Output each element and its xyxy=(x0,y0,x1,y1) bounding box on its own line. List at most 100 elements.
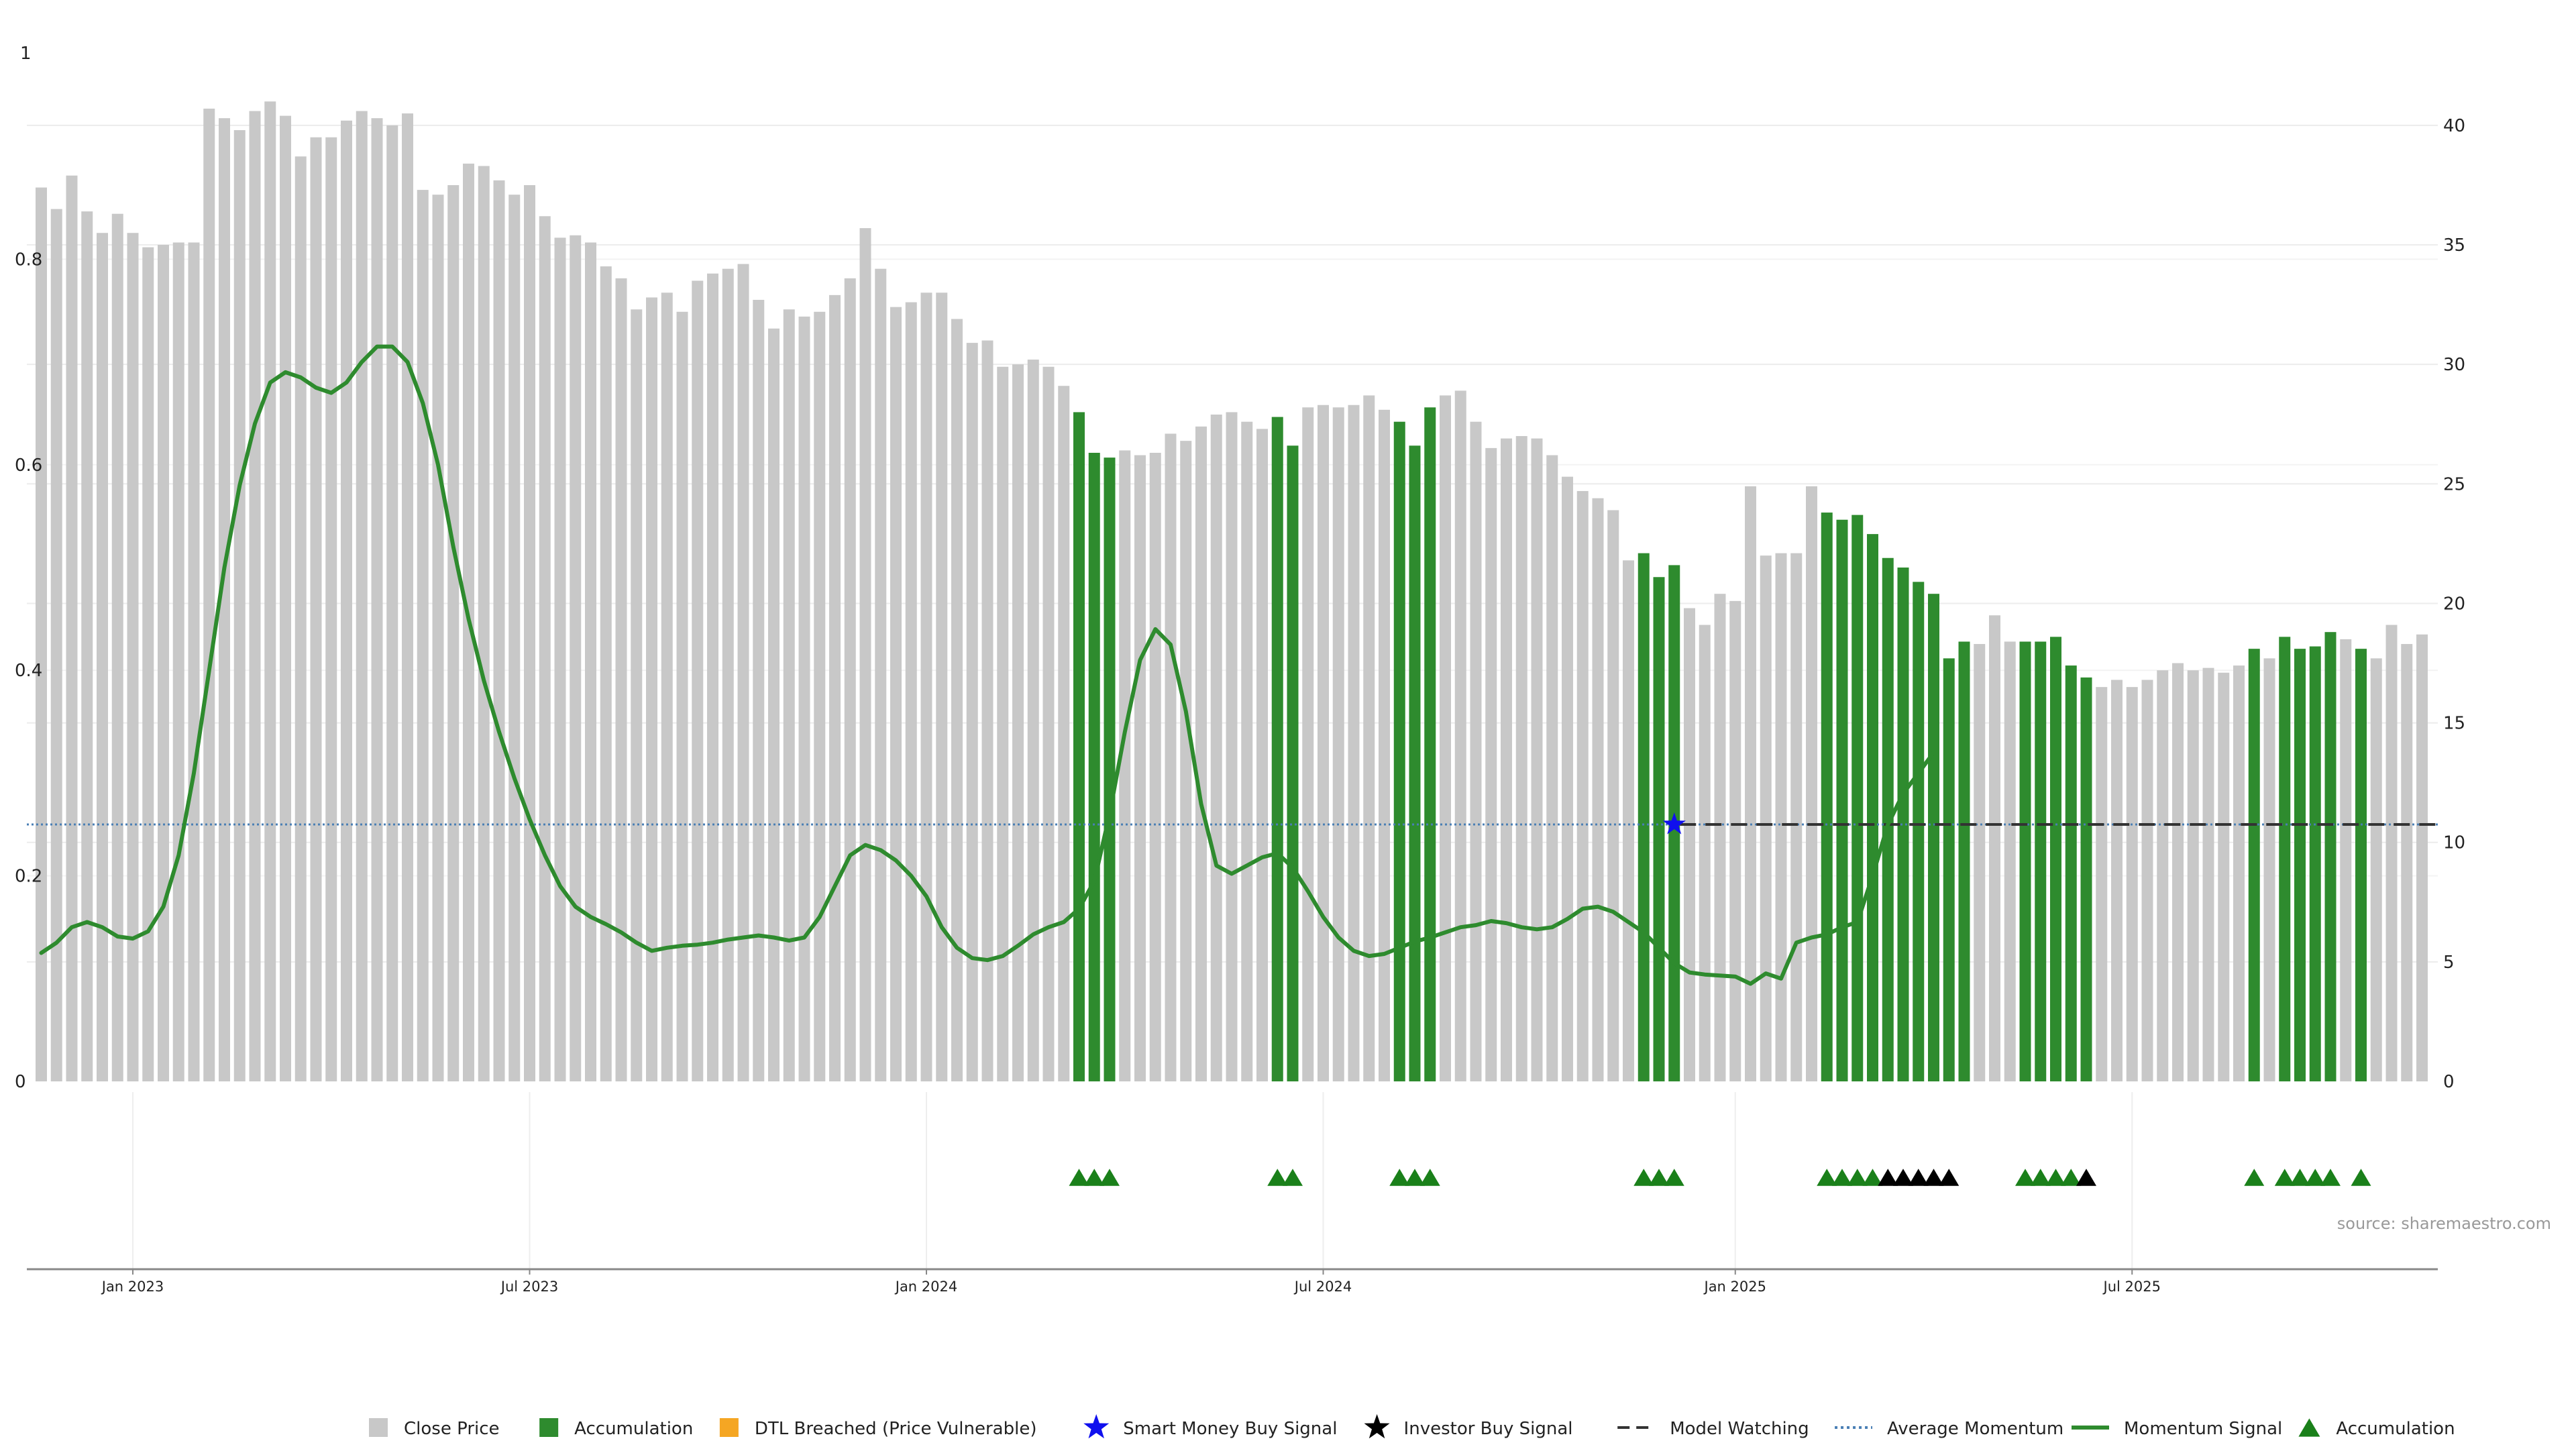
close-price-bar xyxy=(997,366,1009,1081)
accumulation-triangle xyxy=(1832,1169,1852,1186)
close-price-bar xyxy=(768,328,780,1081)
accumulation-triangle xyxy=(1405,1169,1425,1186)
close-price-bar xyxy=(188,242,200,1082)
accumulation-triangle xyxy=(1633,1169,1654,1186)
accumulation-bar xyxy=(2309,646,2321,1081)
y-left-tick-label: 0.6 xyxy=(15,455,42,476)
accumulation-triangle xyxy=(2244,1169,2265,1186)
close-price-bar xyxy=(936,292,948,1082)
accumulation-triangle xyxy=(2351,1169,2371,1186)
close-price-bar xyxy=(814,311,826,1082)
investor-triangle xyxy=(1923,1169,1944,1186)
legend-label: Average Momentum xyxy=(1887,1419,2063,1439)
close-price-bar xyxy=(142,247,154,1081)
close-price-bar xyxy=(1531,438,1543,1081)
close-price-bar xyxy=(2416,634,2428,1081)
close-price-bar xyxy=(172,242,184,1082)
accumulation-triangle xyxy=(1862,1169,1883,1186)
close-price-bar xyxy=(1302,407,1314,1081)
accumulation-triangle xyxy=(1664,1169,1684,1186)
close-price-bar xyxy=(1027,360,1039,1081)
close-price-bar xyxy=(1318,405,1329,1081)
close-price-bar xyxy=(1546,455,1558,1081)
smart-money-star xyxy=(1662,812,1686,835)
close-price-bar xyxy=(264,101,276,1081)
close-price-bar xyxy=(966,343,978,1082)
close-price-bar xyxy=(1180,441,1192,1081)
investor-triangle xyxy=(1878,1169,1898,1186)
accumulation-triangle xyxy=(2290,1169,2310,1186)
accumulation-triangle xyxy=(1419,1169,1440,1186)
legend-item-dtl-breached: DTL Breached (Price Vulnerable) xyxy=(719,1418,1036,1439)
accumulation-bar xyxy=(1424,407,1436,1081)
y-left-tick-label: 0.2 xyxy=(15,867,42,887)
close-price-bar xyxy=(920,292,932,1082)
close-price-bar xyxy=(2111,680,2123,1081)
accumulation-bar xyxy=(1287,445,1299,1081)
close-price-bar xyxy=(539,216,551,1081)
close-price-bar xyxy=(508,195,521,1082)
accumulation-bar xyxy=(2248,649,2260,1081)
close-price-bar xyxy=(2340,639,2352,1081)
close-price-bar xyxy=(707,273,718,1081)
close-price-bar xyxy=(2004,641,2016,1081)
close-price-bar xyxy=(111,213,123,1081)
accumulation-bar xyxy=(1393,421,1405,1081)
accumulation-bar xyxy=(1821,513,1833,1081)
x-tick-label: Jul 2023 xyxy=(500,1279,558,1295)
close-price-bar xyxy=(1745,486,1756,1081)
legend-label: Close Price xyxy=(404,1419,500,1439)
legend-label: Smart Money Buy Signal xyxy=(1123,1419,1337,1439)
accumulation-triangle xyxy=(1817,1169,1837,1186)
close-price-bar xyxy=(1363,395,1375,1081)
legend-triangle-icon xyxy=(2298,1418,2320,1437)
close-price-bar xyxy=(1058,386,1070,1081)
close-price-bar xyxy=(737,264,749,1081)
close-price-bar xyxy=(341,120,352,1081)
accumulation-triangle xyxy=(1649,1169,1669,1186)
close-price-bar xyxy=(1699,625,1711,1081)
close-price-bar xyxy=(1562,476,1573,1081)
y-right-tick-label: 15 xyxy=(2443,714,2465,734)
close-price-bar xyxy=(493,180,505,1082)
close-price-bar xyxy=(1210,414,1222,1081)
close-price-bar xyxy=(1974,644,1986,1081)
y-right-tick-label: 0 xyxy=(2443,1072,2455,1092)
source-label: source: sharemaestro.com xyxy=(2337,1214,2551,1233)
close-price-bar xyxy=(585,242,596,1082)
close-price-bar xyxy=(631,309,643,1081)
close-price-bar xyxy=(1501,438,1512,1081)
y-right-tick-label: 20 xyxy=(2443,594,2465,614)
legend-item-close-price: Close Price xyxy=(369,1418,500,1439)
accumulation-bar xyxy=(1913,582,1925,1081)
close-price-bar xyxy=(1775,553,1787,1081)
close-price-bar xyxy=(325,137,337,1082)
close-price-bar xyxy=(1470,421,1482,1081)
close-price-bar xyxy=(905,302,917,1081)
accumulation-triangle xyxy=(1267,1169,1288,1186)
close-price-bar xyxy=(402,113,413,1081)
accumulation-triangle xyxy=(2061,1169,2082,1186)
legend-item-accumulation-marker: Accumulation xyxy=(2298,1418,2455,1439)
accumulation-bar xyxy=(2050,637,2061,1081)
y-left-tick-label: 0.4 xyxy=(15,661,42,681)
accumulation-bar xyxy=(1409,445,1421,1081)
investor-triangle xyxy=(1893,1169,1913,1186)
close-price-bar xyxy=(753,299,765,1082)
close-price-bar xyxy=(1684,608,1695,1081)
legend-swatch xyxy=(539,1418,559,1437)
close-price-bar xyxy=(219,118,230,1082)
close-price-bar xyxy=(1165,433,1177,1081)
close-price-bar xyxy=(36,187,47,1082)
close-price-bar xyxy=(478,166,490,1081)
close-price-bar xyxy=(783,309,795,1081)
close-price-bar xyxy=(81,211,93,1082)
legend-label: Investor Buy Signal xyxy=(1404,1419,1573,1439)
close-price-bar xyxy=(2401,644,2413,1081)
legend-swatch xyxy=(719,1418,739,1437)
close-price-bar xyxy=(554,237,566,1082)
accumulation-bar xyxy=(2324,632,2337,1081)
close-price-bar xyxy=(1379,409,1390,1081)
